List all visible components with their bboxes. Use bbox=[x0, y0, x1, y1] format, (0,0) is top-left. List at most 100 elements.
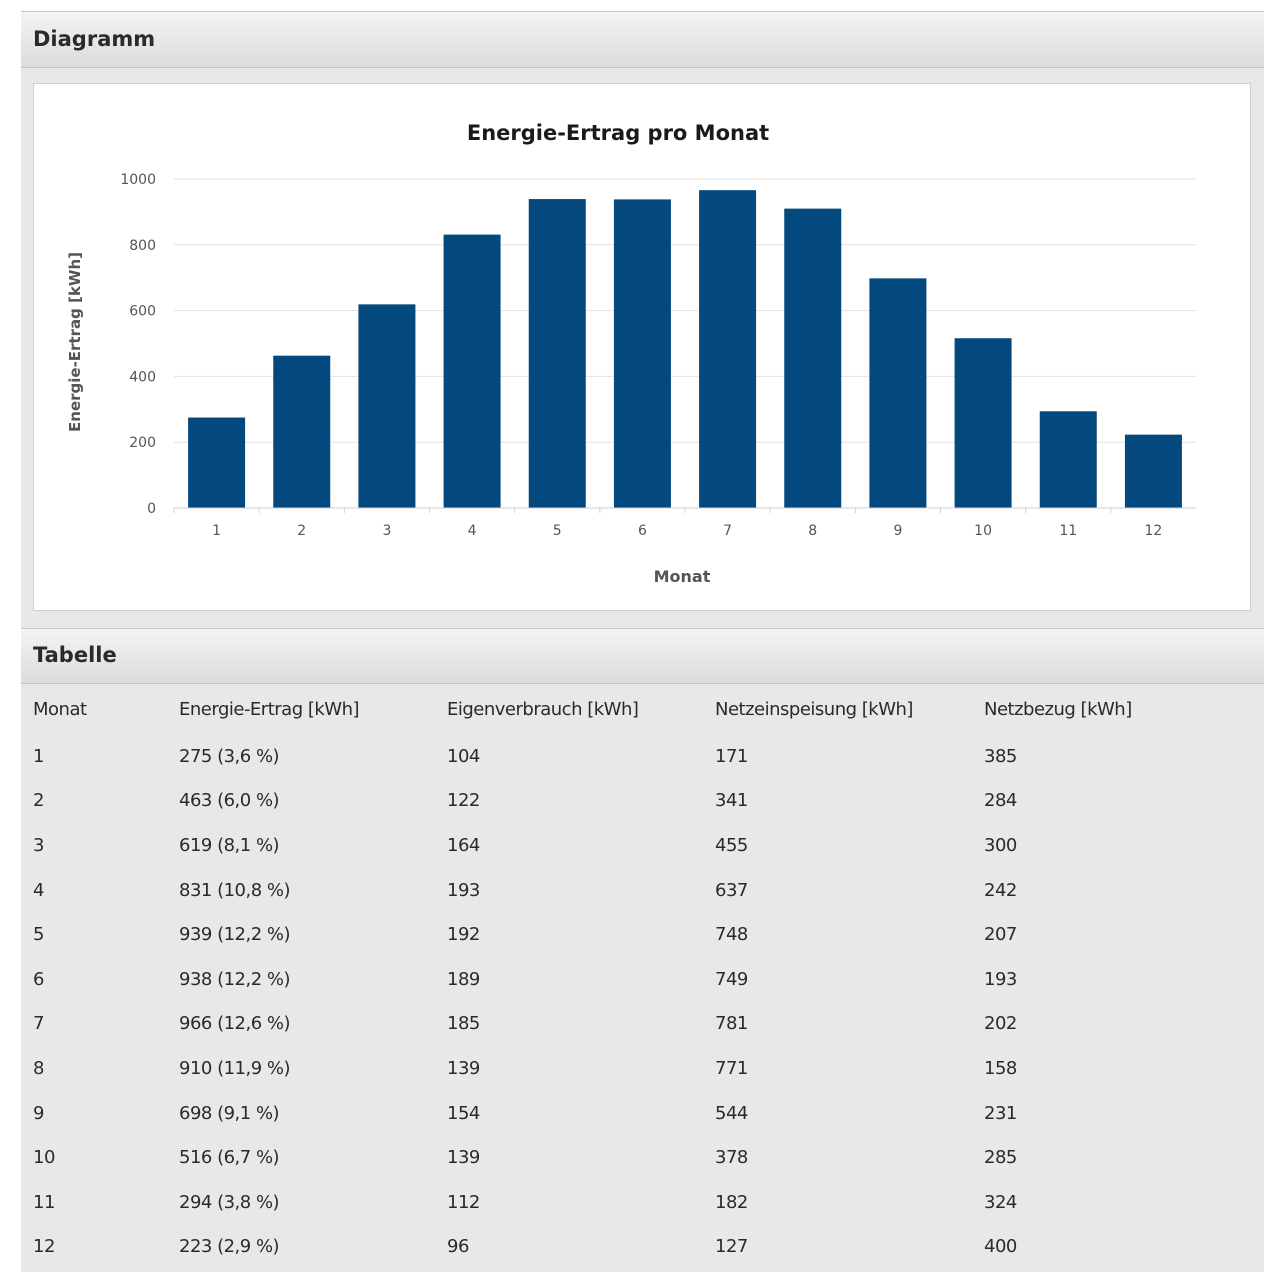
bar-month-11 bbox=[1039, 411, 1097, 508]
table-section-header: Tabelle bbox=[21, 628, 1264, 684]
bar-month-4 bbox=[443, 234, 501, 508]
cell-netzbezug: 385 bbox=[984, 745, 1017, 767]
chart-container: Energie-Ertrag pro Monat Energie-Ertrag … bbox=[33, 83, 1251, 611]
cell-energie-ertrag: 223 (2,9 %) bbox=[179, 1236, 280, 1258]
cell-netzeinspeisung: 544 bbox=[715, 1102, 748, 1124]
table-row: 6 938 (12,2 %) 189 749 193 bbox=[21, 957, 1264, 1002]
cell-netzeinspeisung: 749 bbox=[715, 968, 748, 990]
x-tick-label: 10 bbox=[974, 523, 992, 539]
cell-netzeinspeisung: 182 bbox=[715, 1191, 748, 1213]
cell-eigenverbrauch: 112 bbox=[447, 1191, 480, 1213]
bar-month-2 bbox=[273, 355, 331, 508]
x-tick-label: 7 bbox=[723, 523, 732, 539]
cell-netzbezug: 231 bbox=[984, 1102, 1017, 1124]
table-row: 10 516 (6,7 %) 139 378 285 bbox=[21, 1135, 1264, 1180]
column-header-netzbezug: Netzbezug [kWh] bbox=[984, 698, 1132, 720]
cell-energie-ertrag: 939 (12,2 %) bbox=[179, 924, 291, 946]
data-table: Monat Energie-Ertrag [kWh] Eigenverbrauc… bbox=[21, 684, 1264, 1269]
cell-energie-ertrag: 275 (3,6 %) bbox=[179, 745, 280, 767]
cell-monat: 10 bbox=[33, 1147, 55, 1169]
cell-monat: 4 bbox=[33, 879, 44, 901]
cell-eigenverbrauch: 96 bbox=[447, 1236, 469, 1258]
cell-energie-ertrag: 463 (6,0 %) bbox=[179, 790, 280, 812]
x-tick-label: 12 bbox=[1145, 523, 1163, 539]
y-tick-label: 200 bbox=[129, 435, 156, 451]
y-tick-label: 600 bbox=[129, 304, 156, 320]
bar-month-10 bbox=[954, 338, 1012, 508]
cell-netzeinspeisung: 127 bbox=[715, 1236, 748, 1258]
x-tick-label: 8 bbox=[808, 523, 817, 539]
bar-month-7 bbox=[699, 190, 757, 508]
cell-monat: 1 bbox=[33, 745, 44, 767]
cell-monat: 7 bbox=[33, 1013, 44, 1035]
cell-monat: 8 bbox=[33, 1057, 44, 1079]
bar-month-12 bbox=[1124, 434, 1182, 508]
cell-monat: 5 bbox=[33, 924, 44, 946]
cell-monat: 3 bbox=[33, 834, 44, 856]
cell-eigenverbrauch: 154 bbox=[447, 1102, 480, 1124]
cell-monat: 2 bbox=[33, 790, 44, 812]
cell-energie-ertrag: 516 (6,7 %) bbox=[179, 1147, 280, 1169]
cell-eigenverbrauch: 139 bbox=[447, 1147, 480, 1169]
column-header-monat: Monat bbox=[33, 698, 87, 720]
x-tick-label: 6 bbox=[638, 523, 647, 539]
x-tick-label: 4 bbox=[468, 523, 477, 539]
cell-netzeinspeisung: 781 bbox=[715, 1013, 748, 1035]
column-header-netzeinspeisung: Netzeinspeisung [kWh] bbox=[715, 698, 913, 720]
cell-netzeinspeisung: 455 bbox=[715, 834, 748, 856]
cell-netzeinspeisung: 378 bbox=[715, 1147, 748, 1169]
cell-netzeinspeisung: 771 bbox=[715, 1057, 748, 1079]
y-tick-label: 1000 bbox=[120, 172, 156, 188]
y-tick-label: 800 bbox=[129, 238, 156, 254]
column-header-energie-ertrag: Energie-Ertrag [kWh] bbox=[179, 698, 360, 720]
cell-monat: 12 bbox=[33, 1236, 55, 1258]
cell-eigenverbrauch: 164 bbox=[447, 834, 480, 856]
table-row: 2 463 (6,0 %) 122 341 284 bbox=[21, 779, 1264, 824]
cell-netzeinspeisung: 748 bbox=[715, 924, 748, 946]
table-row: 9 698 (9,1 %) 154 544 231 bbox=[21, 1091, 1264, 1136]
cell-energie-ertrag: 910 (11,9 %) bbox=[179, 1057, 291, 1079]
cell-netzbezug: 193 bbox=[984, 968, 1017, 990]
cell-eigenverbrauch: 185 bbox=[447, 1013, 480, 1035]
cell-eigenverbrauch: 193 bbox=[447, 879, 480, 901]
table-row: 3 619 (8,1 %) 164 455 300 bbox=[21, 823, 1264, 868]
cell-energie-ertrag: 938 (12,2 %) bbox=[179, 968, 291, 990]
x-tick-label: 3 bbox=[382, 523, 391, 539]
cell-energie-ertrag: 294 (3,8 %) bbox=[179, 1191, 280, 1213]
cell-netzbezug: 285 bbox=[984, 1147, 1017, 1169]
cell-netzbezug: 202 bbox=[984, 1013, 1017, 1035]
x-tick-label: 11 bbox=[1059, 523, 1077, 539]
y-tick-label: 400 bbox=[129, 369, 156, 385]
x-tick-label: 9 bbox=[893, 523, 902, 539]
table-row: 7 966 (12,6 %) 185 781 202 bbox=[21, 1002, 1264, 1047]
bar-month-1 bbox=[188, 417, 246, 508]
table-section-title: Tabelle bbox=[33, 643, 117, 667]
cell-netzbezug: 284 bbox=[984, 790, 1017, 812]
cell-eigenverbrauch: 192 bbox=[447, 924, 480, 946]
table-row: 4 831 (10,8 %) 193 637 242 bbox=[21, 868, 1264, 913]
cell-energie-ertrag: 966 (12,6 %) bbox=[179, 1013, 291, 1035]
cell-netzbezug: 158 bbox=[984, 1057, 1017, 1079]
chart-title: Energie-Ertrag pro Monat bbox=[467, 121, 769, 145]
cell-monat: 9 bbox=[33, 1102, 44, 1124]
cell-eigenverbrauch: 122 bbox=[447, 790, 480, 812]
cell-eigenverbrauch: 189 bbox=[447, 968, 480, 990]
table-row: 12 223 (2,9 %) 96 127 400 bbox=[21, 1225, 1264, 1270]
cell-netzeinspeisung: 637 bbox=[715, 879, 748, 901]
bar-month-6 bbox=[613, 199, 671, 508]
bar-month-8 bbox=[784, 208, 842, 509]
cell-monat: 6 bbox=[33, 968, 44, 990]
bar-month-5 bbox=[528, 199, 586, 508]
diagram-section-header: Diagramm bbox=[21, 11, 1264, 68]
table-header-row: Monat Energie-Ertrag [kWh] Eigenverbrauc… bbox=[21, 684, 1264, 734]
table-panel: Monat Energie-Ertrag [kWh] Eigenverbrauc… bbox=[21, 684, 1264, 1272]
cell-netzbezug: 324 bbox=[984, 1191, 1017, 1213]
table-row: 5 939 (12,2 %) 192 748 207 bbox=[21, 912, 1264, 957]
x-tick-label: 2 bbox=[297, 523, 306, 539]
cell-energie-ertrag: 831 (10,8 %) bbox=[179, 879, 291, 901]
cell-eigenverbrauch: 139 bbox=[447, 1057, 480, 1079]
cell-netzeinspeisung: 341 bbox=[715, 790, 748, 812]
table-row: 1 275 (3,6 %) 104 171 385 bbox=[21, 734, 1264, 779]
cell-netzbezug: 300 bbox=[984, 834, 1017, 856]
column-header-eigenverbrauch: Eigenverbrauch [kWh] bbox=[447, 698, 639, 720]
